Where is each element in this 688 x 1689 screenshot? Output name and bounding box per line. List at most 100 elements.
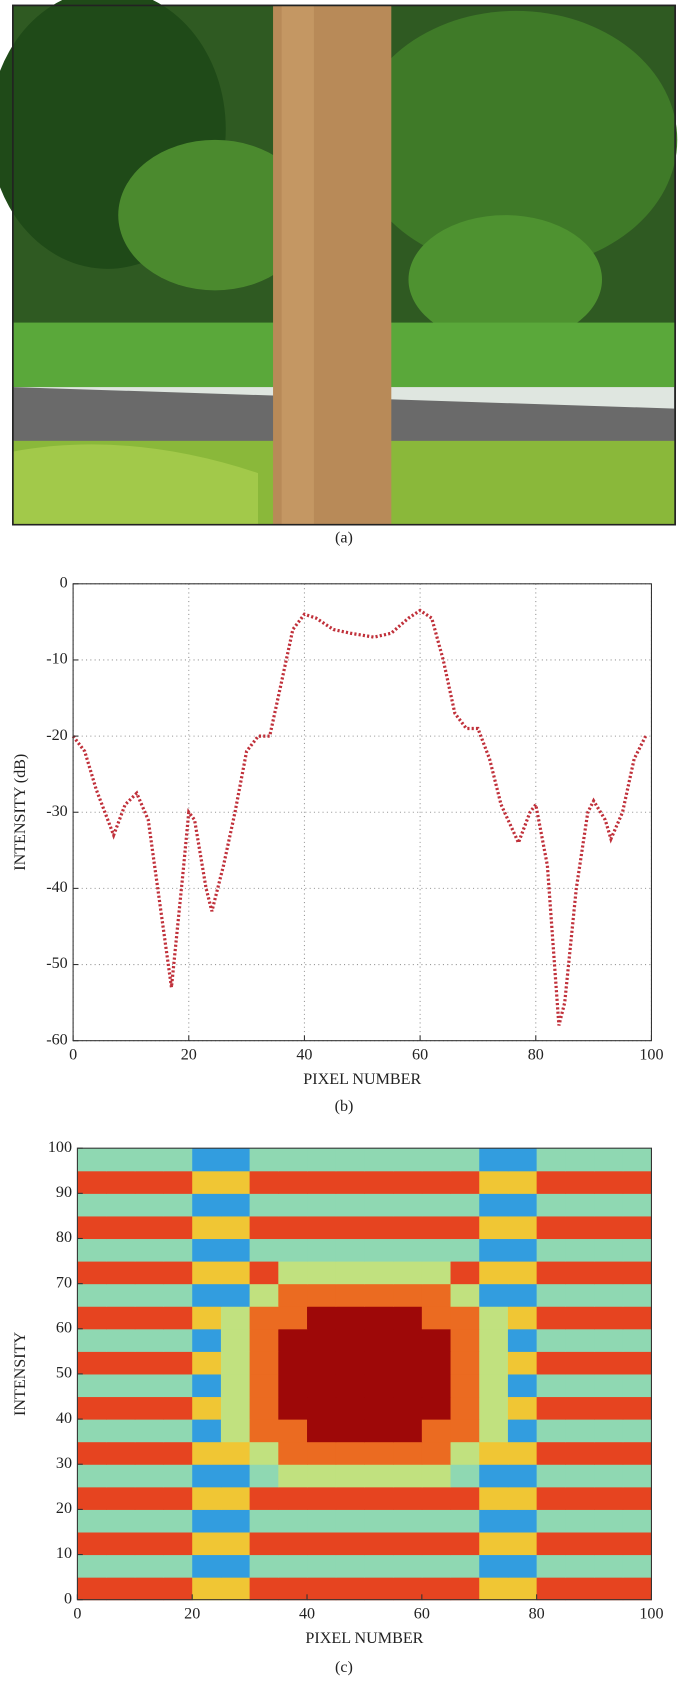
heat-cell xyxy=(134,1441,165,1465)
heat-cell xyxy=(393,1373,423,1398)
heat-cell xyxy=(106,1531,136,1556)
heat-cell xyxy=(307,1193,337,1217)
heat-cell xyxy=(622,1215,652,1240)
heat-cell xyxy=(421,1373,452,1398)
heat-cell xyxy=(106,1351,136,1375)
heat-cell xyxy=(364,1577,394,1601)
heat-cell xyxy=(565,1283,595,1307)
heat-cell xyxy=(220,1238,251,1262)
heat-cell xyxy=(335,1148,365,1172)
heat-cell xyxy=(393,1554,423,1578)
heat-cell xyxy=(594,1193,624,1217)
heat-cell xyxy=(192,1464,222,1488)
heat-cell xyxy=(536,1306,566,1330)
heat-cell xyxy=(278,1238,308,1262)
heat-cell xyxy=(622,1351,652,1375)
heat-cell xyxy=(278,1261,308,1285)
heat-cell xyxy=(622,1464,652,1488)
heat-cell xyxy=(163,1170,193,1194)
heat-cell xyxy=(249,1373,279,1398)
heat-cell xyxy=(565,1419,595,1443)
heat-cell xyxy=(307,1531,337,1556)
y-tick-label: 10 xyxy=(56,1545,72,1562)
heat-cell xyxy=(335,1351,365,1375)
heat-cell xyxy=(278,1283,308,1307)
heat-cell xyxy=(536,1486,566,1510)
heat-cell xyxy=(393,1238,423,1262)
x-tick-label: 20 xyxy=(181,1046,197,1063)
heat-cell xyxy=(278,1486,308,1510)
heat-cell xyxy=(622,1486,652,1510)
heat-cell xyxy=(536,1577,566,1601)
heat-cell xyxy=(163,1509,193,1533)
heat-cell xyxy=(507,1193,538,1217)
heat-cell xyxy=(421,1464,452,1488)
heat-cell xyxy=(220,1328,251,1352)
heat-cell xyxy=(192,1441,222,1465)
heat-cell xyxy=(450,1238,480,1262)
heat-cell xyxy=(307,1486,337,1510)
heat-cell xyxy=(77,1283,107,1307)
y-tick-label: -10 xyxy=(46,651,67,668)
heat-cell xyxy=(278,1531,308,1556)
heat-cell xyxy=(307,1170,337,1194)
heat-cell xyxy=(393,1351,423,1375)
heat-cell xyxy=(134,1419,165,1443)
heat-cell xyxy=(565,1193,595,1217)
heat-cell xyxy=(278,1170,308,1194)
heat-cell xyxy=(307,1328,337,1352)
heat-cell xyxy=(507,1238,538,1262)
heat-cell xyxy=(536,1238,566,1262)
heat-cell xyxy=(565,1396,595,1420)
heat-cell xyxy=(479,1554,509,1578)
heat-cell xyxy=(192,1170,222,1194)
y-tick-label: 100 xyxy=(48,1139,72,1156)
heat-cell xyxy=(507,1509,538,1533)
heat-cell xyxy=(622,1441,652,1465)
heat-cell xyxy=(307,1373,337,1398)
heat-cell xyxy=(364,1170,394,1194)
heat-cell xyxy=(393,1283,423,1307)
heat-cell xyxy=(450,1486,480,1510)
heat-cell xyxy=(192,1373,222,1398)
heat-cell xyxy=(393,1261,423,1285)
heat-cell xyxy=(507,1373,538,1398)
heat-cell xyxy=(450,1554,480,1578)
heat-cell xyxy=(479,1261,509,1285)
heat-cell xyxy=(134,1486,165,1510)
heat-cell xyxy=(307,1306,337,1330)
heat-cell xyxy=(134,1351,165,1375)
heat-cell xyxy=(163,1531,193,1556)
heat-cell xyxy=(77,1531,107,1556)
heat-cell xyxy=(106,1419,136,1443)
heat-cell xyxy=(307,1238,337,1262)
heat-cell xyxy=(163,1193,193,1217)
y-tick-label: 70 xyxy=(56,1274,72,1291)
heat-cell xyxy=(77,1509,107,1533)
heat-cell xyxy=(278,1373,308,1398)
heat-cell xyxy=(450,1373,480,1398)
heat-cell xyxy=(192,1419,222,1443)
heat-cell xyxy=(421,1283,452,1307)
heat-cell xyxy=(565,1351,595,1375)
heat-cell xyxy=(364,1554,394,1578)
heat-cell xyxy=(249,1261,279,1285)
heat-cell xyxy=(536,1441,566,1465)
heat-cell xyxy=(421,1554,452,1578)
heat-cell xyxy=(335,1486,365,1510)
heat-cell xyxy=(421,1238,452,1262)
heat-cell xyxy=(536,1396,566,1420)
y-tick-label: 40 xyxy=(56,1410,72,1427)
heat-cell xyxy=(536,1148,566,1172)
heat-cell xyxy=(479,1238,509,1262)
heat-cell xyxy=(393,1328,423,1352)
heat-cell xyxy=(421,1486,452,1510)
heat-cell xyxy=(278,1554,308,1578)
heat-cell xyxy=(479,1351,509,1375)
heat-cell xyxy=(507,1441,538,1465)
heat-cell xyxy=(421,1509,452,1533)
heat-cell xyxy=(507,1554,538,1578)
heat-cell xyxy=(307,1441,337,1465)
heat-cell xyxy=(249,1283,279,1307)
heat-cell xyxy=(220,1283,251,1307)
